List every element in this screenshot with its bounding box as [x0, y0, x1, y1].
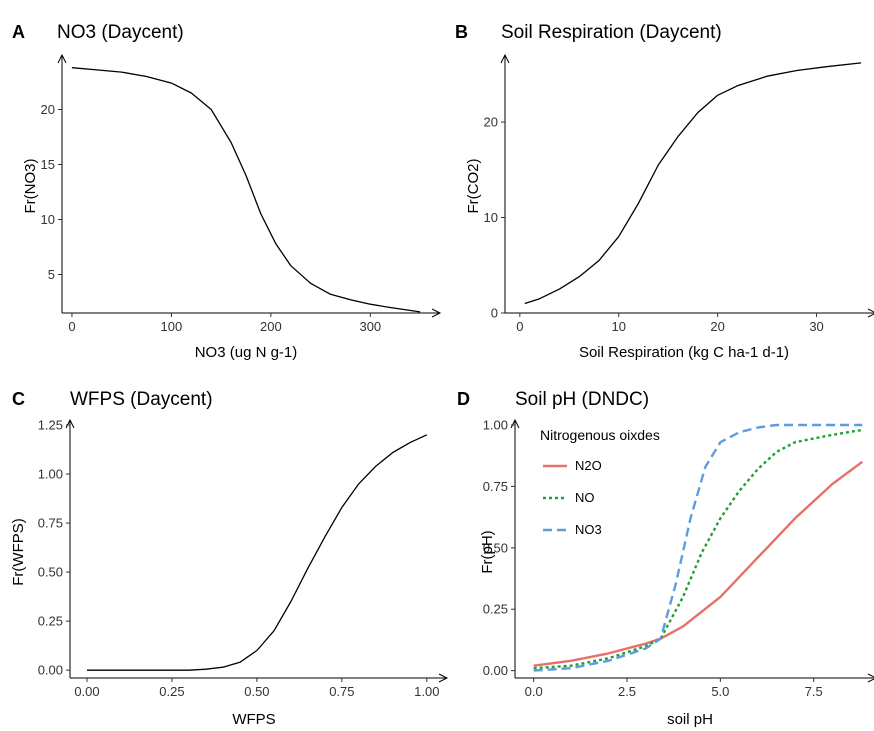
series-line-no3	[533, 423, 863, 672]
y-tick-label: 0.75	[483, 479, 508, 494]
y-tick-label: 0.50	[38, 565, 63, 580]
x-tick-label: 5.0	[711, 684, 729, 699]
y-axis	[57, 53, 67, 313]
y-tick-label: 20	[41, 102, 55, 117]
y-axis-label: Fr(WFPS)	[10, 518, 27, 585]
y-tick-label: 10	[41, 212, 55, 227]
x-tick-label: 30	[809, 319, 823, 334]
panel-title: Soil pH (DNDC)	[515, 389, 649, 410]
panel-title: Soil Respiration (Daycent)	[501, 22, 722, 43]
x-tick-label: 1.00	[414, 684, 439, 699]
panel-d: D Soil pH (DNDC) 0.0 2.5 5.0 7.5 0.00 0.25 0.50 0…	[457, 389, 874, 728]
panel-tag: D	[457, 389, 470, 409]
panel-c: C WFPS (Daycent) 0.00 0.25 0.50 0.75 1.00 0.00 0…	[10, 389, 449, 728]
x-axis-label: soil pH	[667, 711, 713, 728]
y-tick-label: 1.25	[38, 418, 63, 433]
x-tick-label: 20	[710, 319, 724, 334]
x-tick-label: 100	[161, 319, 183, 334]
panel-tag: C	[12, 389, 25, 409]
y-axis	[500, 53, 510, 313]
x-tick-label: 0.50	[244, 684, 269, 699]
x-axis	[505, 308, 874, 318]
panel-tag: B	[455, 22, 468, 42]
y-axis-label: Fr(CO2)	[465, 159, 482, 214]
x-axis	[70, 673, 449, 683]
series-line-no	[533, 428, 863, 670]
y-tick-label: 1.00	[483, 418, 508, 433]
y-tick-label: 15	[41, 157, 55, 172]
y-tick-label: 1.00	[38, 467, 63, 482]
legend-label-no3: NO3	[575, 522, 602, 537]
y-axis	[65, 418, 75, 678]
x-tick-label: 10	[612, 319, 626, 334]
y-tick-label: 0	[491, 306, 498, 321]
x-axis-label: WFPS	[232, 711, 275, 728]
legend: Nitrogenous oixdes N2O NO NO3	[540, 427, 660, 537]
y-axis-label: Fr(NO3)	[22, 159, 39, 214]
y-tick-label: 0.25	[483, 602, 508, 617]
y-tick-label: 10	[484, 210, 498, 225]
legend-label-no: NO	[575, 490, 595, 505]
x-tick-label: 0.75	[329, 684, 354, 699]
x-tick-label: 0	[68, 319, 75, 334]
series-line-n2o	[533, 460, 864, 667]
panel-tag: A	[12, 22, 25, 42]
x-tick-label: 0	[516, 319, 523, 334]
y-tick-label: 5	[48, 267, 55, 282]
x-tick-label: 2.5	[618, 684, 636, 699]
panel-title: NO3 (Daycent)	[57, 22, 184, 43]
series-line	[87, 434, 428, 671]
panel-b: B Soil Respiration (Daycent) 0 10 20 30 0 10 20 S…	[455, 22, 874, 361]
x-axis	[62, 308, 442, 318]
x-tick-label: 200	[260, 319, 282, 334]
x-tick-label: 300	[359, 319, 381, 334]
y-tick-label: 0.00	[483, 663, 508, 678]
y-tick-label: 0.25	[38, 614, 63, 629]
legend-label-n2o: N2O	[575, 458, 602, 473]
x-tick-label: 0.00	[74, 684, 99, 699]
y-axis-label: Fr(pH)	[479, 530, 496, 573]
x-axis-label: Soil Respiration (kg C ha-1 d-1)	[579, 344, 789, 361]
y-tick-label: 0.50	[483, 540, 508, 555]
x-tick-label: 0.25	[159, 684, 184, 699]
series-line	[71, 67, 421, 313]
y-tick-label: 0.00	[38, 663, 63, 678]
panel-a: A NO3 (Daycent) 0 100 200 300 5 10 15 20 NO3 (ug N…	[12, 22, 442, 361]
y-tick-label: 20	[484, 115, 498, 130]
panel-title: WFPS (Daycent)	[70, 389, 213, 410]
x-axis	[515, 673, 874, 683]
y-axis	[510, 418, 520, 678]
x-tick-label: 0.0	[525, 684, 543, 699]
y-tick-label: 0.75	[38, 516, 63, 531]
x-tick-label: 7.5	[805, 684, 823, 699]
x-axis-label: NO3 (ug N g-1)	[195, 344, 298, 361]
legend-title: Nitrogenous oixdes	[540, 427, 660, 443]
series-line	[524, 62, 862, 305]
